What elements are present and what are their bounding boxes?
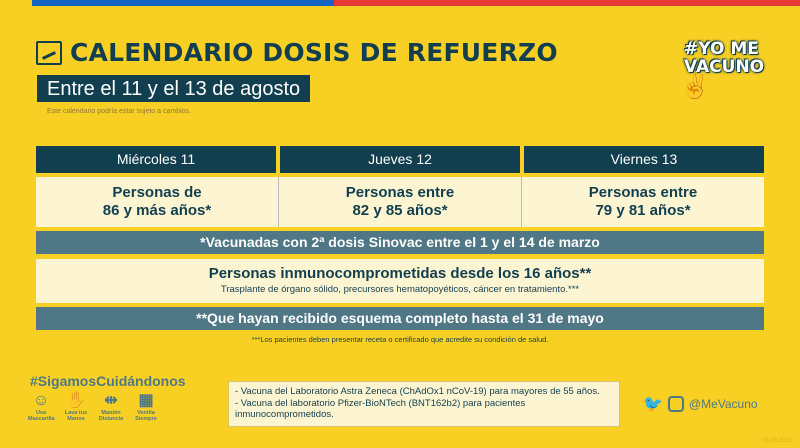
care-label: Manos bbox=[67, 416, 85, 422]
day-header: Miércoles 11 bbox=[36, 146, 276, 173]
disclaimer: Este calendario podría estar sujeto a ca… bbox=[47, 108, 191, 115]
vaccine-info: - Vacuna del Laboratorio Astra Zeneca (C… bbox=[228, 381, 620, 427]
day-headers: Miércoles 11 Jueves 12 Viernes 13 bbox=[36, 146, 764, 173]
care-item: ⇹ Mantén Distancia bbox=[98, 392, 124, 422]
mask-icon: ☺ bbox=[32, 392, 50, 409]
care-label: Mantén bbox=[101, 410, 121, 416]
care-label: Ventila bbox=[137, 410, 155, 416]
page-title: CALENDARIO DOSIS DE REFUERZO bbox=[70, 38, 558, 67]
care-label: Lava tus bbox=[64, 410, 88, 416]
twitter-icon[interactable]: 🐦 bbox=[643, 396, 663, 413]
care-item: ▦ Ventila Siempre bbox=[133, 392, 159, 422]
schedule-table: Miércoles 11 Jueves 12 Viernes 13 Person… bbox=[36, 146, 764, 344]
social-links: 🐦 @MeVacuno bbox=[643, 394, 758, 414]
day-cell: Personas entre 79 y 81 años* bbox=[521, 177, 764, 227]
day-header: Viernes 13 bbox=[524, 146, 764, 173]
schema-note: **Que hayan recibido esquema completo ha… bbox=[36, 307, 764, 330]
distance-icon: ⇹ bbox=[104, 392, 118, 409]
day-header: Jueves 12 bbox=[280, 146, 520, 173]
hands-icon: ✋ bbox=[66, 392, 86, 409]
cell-line: Personas entre bbox=[588, 184, 698, 201]
sinovac-note: *Vacunadas con 2ª dosis Sinovac entre el… bbox=[36, 231, 764, 254]
immuno-row: Personas inmunocomprometidas desde los 1… bbox=[36, 259, 764, 303]
instagram-icon[interactable] bbox=[667, 396, 684, 412]
immuno-title: Personas inmunocomprometidas desde los 1… bbox=[208, 265, 592, 282]
day-cells: Personas de 86 y más años* Personas entre… bbox=[36, 177, 764, 227]
immuno-detail: Trasplante de órgano sólido, precursores… bbox=[220, 284, 580, 295]
footnote: ***Los pacientes deben presentar receta … bbox=[251, 335, 549, 344]
vaccine-line: - Vacuna del laboratorio Pfizer-BioNTech… bbox=[235, 397, 526, 421]
care-label: Siempre bbox=[135, 416, 157, 422]
calendar-syringe-icon bbox=[36, 40, 62, 65]
cell-line: Personas de bbox=[112, 184, 202, 201]
day-cell: Personas entre 82 y 85 años* bbox=[278, 177, 521, 227]
cell-line: 86 y más años* bbox=[102, 202, 212, 219]
care-item: ☺ Usa Mascarilla bbox=[28, 392, 55, 422]
cell-line: 82 y 85 años* bbox=[352, 202, 448, 219]
peace-hand-icon: ✌ bbox=[680, 73, 710, 100]
care-icons: ☺ Usa Mascarilla ✋ Lava tus Manos ⇹ Mantén Dis… bbox=[28, 392, 159, 422]
hashtag: #SigamosCuidándonos bbox=[30, 373, 186, 389]
date-range: Entre el 11 y el 13 de agosto bbox=[37, 75, 311, 102]
flag-stripe-red bbox=[334, 0, 800, 6]
care-label: Usa bbox=[35, 410, 47, 416]
care-item: ✋ Lava tus Manos bbox=[63, 392, 89, 422]
care-label: Mascarilla bbox=[28, 416, 55, 422]
cell-line: 79 y 81 años* bbox=[595, 202, 691, 219]
title-row: CALENDARIO DOSIS DE REFUERZO bbox=[36, 38, 558, 67]
date: 05.08.2021 bbox=[761, 438, 792, 444]
flag-stripe-blue bbox=[32, 0, 334, 6]
care-label: Distancia bbox=[98, 416, 124, 422]
cell-line: Personas entre bbox=[345, 184, 455, 201]
social-handle[interactable]: @MeVacuno bbox=[688, 397, 758, 411]
yo-me-vacuno-logo: #YO ME VACUNO bbox=[684, 39, 765, 77]
day-cell: Personas de 86 y más años* bbox=[36, 177, 278, 227]
window-icon: ▦ bbox=[138, 392, 154, 409]
vaccine-line: - Vacuna del Laboratorio Astra Zeneca (C… bbox=[235, 386, 600, 397]
